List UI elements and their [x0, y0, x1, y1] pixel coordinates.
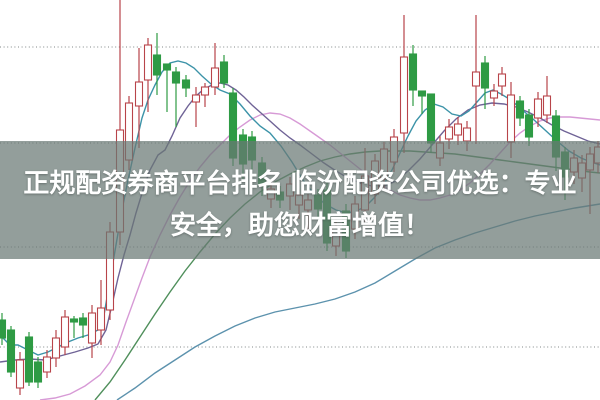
- candle-up: [533, 98, 543, 119]
- candle-up: [191, 94, 201, 103]
- candle-down: [515, 100, 525, 119]
- candle-up: [497, 73, 507, 87]
- candle-up: [542, 95, 552, 116]
- ma-mid-purple: [0, 82, 600, 363]
- candle-up: [96, 307, 106, 331]
- candle-up: [489, 90, 499, 99]
- candle-down: [33, 361, 43, 383]
- candle-up: [506, 94, 516, 143]
- candle-up: [471, 71, 481, 87]
- promo-banner-overlay: 正规配资券商平台排名 临汾配资公司优选：专业 安全，助您财富增值！: [0, 141, 600, 259]
- candle-down: [152, 54, 162, 76]
- promo-banner-line-2: 安全，助您财富增值！: [169, 210, 430, 240]
- candle-down: [408, 53, 418, 91]
- candle-up: [210, 67, 220, 88]
- candle-down: [417, 90, 427, 97]
- candle-up: [134, 81, 144, 107]
- candle-up: [60, 316, 70, 348]
- candle-up: [87, 312, 97, 344]
- promo-banner-line-1: 正规配资券商平台排名 临汾配资公司优选：专业: [23, 168, 577, 198]
- candle-up: [200, 86, 210, 96]
- candle-up: [143, 44, 153, 81]
- candle-down: [24, 336, 34, 383]
- candle-down: [0, 319, 7, 339]
- candle-down: [69, 318, 79, 323]
- candle-up: [453, 123, 463, 136]
- candle-down: [78, 317, 88, 326]
- candle-down: [480, 62, 490, 89]
- candle-down: [219, 61, 229, 84]
- candle-up: [42, 356, 52, 373]
- candle-down: [171, 71, 181, 84]
- candle-up: [399, 56, 409, 134]
- candle-down: [162, 63, 172, 71]
- candle-up: [462, 127, 472, 142]
- candle-up: [444, 126, 454, 140]
- candle-down: [6, 329, 16, 373]
- candle-down: [524, 114, 534, 138]
- candle-down: [426, 93, 436, 144]
- candle-down: [181, 79, 191, 89]
- candle-up: [15, 359, 25, 389]
- candle-up: [51, 337, 61, 359]
- promo-banner-text: 正规配资券商平台排名 临汾配资公司优选：专业 安全，助您财富增值！: [0, 141, 600, 246]
